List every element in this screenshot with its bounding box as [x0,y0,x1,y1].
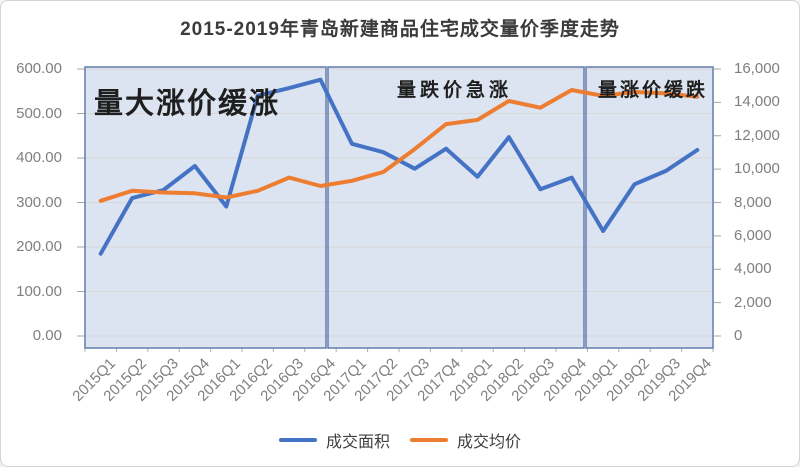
chart-title: 2015-2019年青岛新建商品住宅成交量价季度走势 [180,19,620,40]
region-box-fill-2 [328,67,584,348]
region-box-border-2 [327,66,585,349]
annotation-region-3: 量涨价缓跌 [598,80,709,101]
right-y-tick-label: 10,000 [734,160,780,178]
right-y-tick-label: 12,000 [734,126,780,144]
right-y-tick-label: 0 [734,327,743,344]
legend-item-volume: 成交面积 [278,428,390,452]
region-box-border-3 [585,66,714,349]
region-box-border-1 [84,66,327,349]
left-y-tick-label: 100.00 [16,282,62,300]
annotation-region-1: 量大涨价缓涨 [94,88,281,120]
right-y-tick-label: 6,000 [734,226,772,244]
volume-line-sample [278,438,317,442]
left-y-tick-label: 600.00 [16,60,62,77]
right-y-tick-label: 2,000 [734,293,772,311]
volume-legend-label: 成交面积 [325,434,390,451]
right-y-tick-label: 16,000 [734,60,780,77]
legend-item-price: 成交均价 [410,428,521,452]
right-y-tick-label: 8,000 [734,193,772,211]
annotation-region-2: 量跌价急涨 [397,80,513,101]
legend: 成交面积 成交均价 [1,428,799,452]
price-legend-label: 成交均价 [457,434,522,451]
region-box-fill-3 [586,67,713,348]
left-y-tick-label: 200.00 [16,238,62,255]
left-y-tick-label: 500.00 [16,104,62,122]
right-y-tick-label: 14,000 [734,93,780,111]
left-y-tick-label: 300.00 [16,193,62,211]
series-line-price [98,88,700,203]
right-y-tick-label: 4,000 [734,260,772,278]
price-line-sample [410,438,448,442]
left-y-tick-label: 0.00 [32,327,62,344]
left-y-tick-label: 400.00 [16,149,62,166]
